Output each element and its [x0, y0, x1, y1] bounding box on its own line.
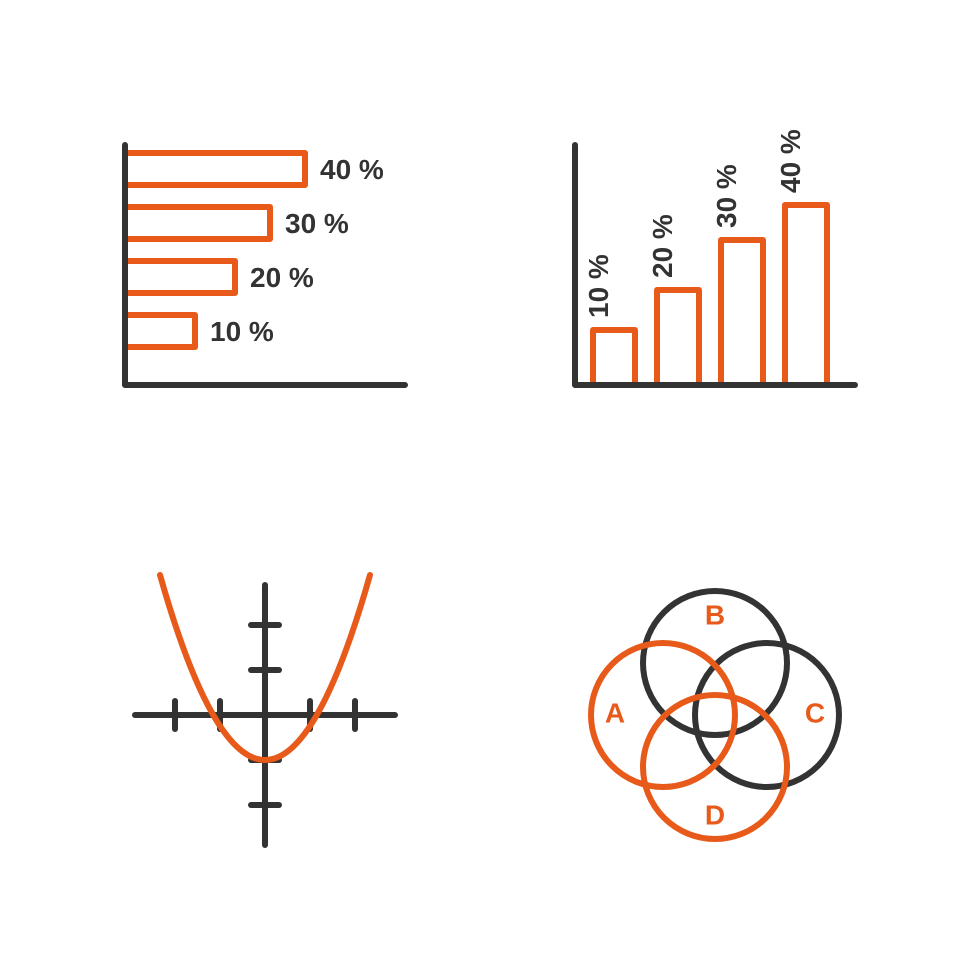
bar [593, 330, 635, 385]
bar [125, 207, 270, 239]
venn-label-bottom: D [705, 799, 725, 830]
bar-label: 40 % [320, 154, 384, 185]
bar [125, 261, 235, 293]
venn-diagram-icon: B C D A [540, 540, 890, 890]
venn-label-right: C [805, 697, 825, 728]
bar-label: 30 % [285, 208, 349, 239]
bar [657, 290, 699, 385]
bar-label: 10 % [210, 316, 274, 347]
vertical-bar-chart-icon: 10 % 20 % 30 % 40 % [540, 90, 890, 440]
venn-label-left: A [605, 697, 625, 728]
bar-label: 30 % [711, 164, 742, 228]
bar [125, 153, 305, 185]
bar [721, 240, 763, 385]
bar-label: 10 % [583, 254, 614, 318]
bar [785, 205, 827, 385]
parabola-plot-icon [90, 540, 440, 890]
bar-label: 20 % [647, 214, 678, 278]
venn-label-top: B [705, 599, 725, 630]
bar [125, 315, 195, 347]
bar-label: 40 % [775, 129, 806, 193]
bar-label: 20 % [250, 262, 314, 293]
horizontal-bar-chart-icon: 40 % 30 % 20 % 10 % [90, 90, 440, 440]
